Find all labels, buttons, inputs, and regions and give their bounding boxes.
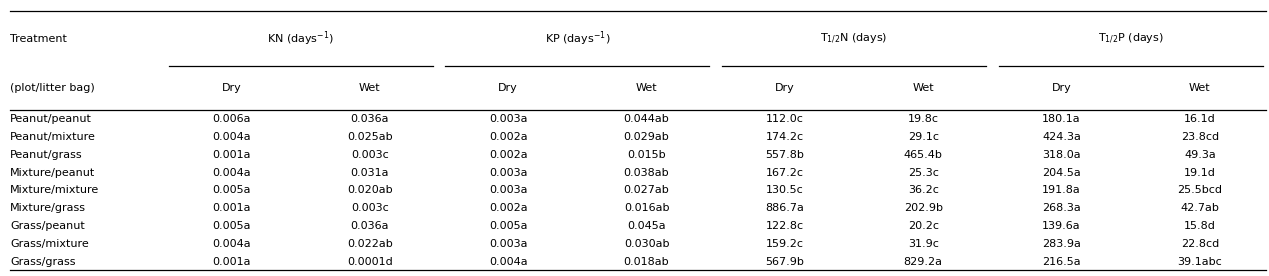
Text: 19.8c: 19.8c: [907, 114, 939, 124]
Text: Dry: Dry: [1052, 83, 1071, 93]
Text: 0.031a: 0.031a: [350, 168, 390, 178]
Text: Dry: Dry: [775, 83, 794, 93]
Text: 0.045a: 0.045a: [627, 221, 666, 231]
Text: 0.001a: 0.001a: [212, 150, 251, 160]
Text: T$_{1/2}$N (days): T$_{1/2}$N (days): [820, 31, 888, 46]
Text: 0.003a: 0.003a: [489, 185, 528, 195]
Text: 15.8d: 15.8d: [1184, 221, 1216, 231]
Text: 0.025ab: 0.025ab: [348, 132, 392, 142]
Text: 0.004a: 0.004a: [489, 257, 528, 267]
Text: 0.022ab: 0.022ab: [346, 239, 393, 249]
Text: 23.8cd: 23.8cd: [1180, 132, 1220, 142]
Text: 0.001a: 0.001a: [212, 257, 251, 267]
Text: KP (days$^{-1}$): KP (days$^{-1}$): [544, 29, 610, 48]
Text: 25.5bcd: 25.5bcd: [1178, 185, 1222, 195]
Text: 0.027ab: 0.027ab: [623, 185, 670, 195]
Text: Peanut/peanut: Peanut/peanut: [10, 114, 93, 124]
Text: 31.9c: 31.9c: [907, 239, 939, 249]
Text: 283.9a: 283.9a: [1042, 239, 1081, 249]
Text: 0.005a: 0.005a: [212, 221, 251, 231]
Text: 204.5a: 204.5a: [1042, 168, 1081, 178]
Text: Wet: Wet: [912, 83, 934, 93]
Text: 19.1d: 19.1d: [1184, 168, 1216, 178]
Text: 0.001a: 0.001a: [212, 203, 251, 213]
Text: 180.1a: 180.1a: [1042, 114, 1081, 124]
Text: 0.016ab: 0.016ab: [624, 203, 669, 213]
Text: Mixture/grass: Mixture/grass: [10, 203, 86, 213]
Text: Peanut/mixture: Peanut/mixture: [10, 132, 96, 142]
Text: 159.2c: 159.2c: [766, 239, 803, 249]
Text: 20.2c: 20.2c: [907, 221, 939, 231]
Text: 829.2a: 829.2a: [904, 257, 943, 267]
Text: 268.3a: 268.3a: [1042, 203, 1081, 213]
Text: Grass/grass: Grass/grass: [10, 257, 76, 267]
Text: Grass/peanut: Grass/peanut: [10, 221, 85, 231]
Text: 0.004a: 0.004a: [212, 239, 251, 249]
Text: Peanut/grass: Peanut/grass: [10, 150, 82, 160]
Text: 465.4b: 465.4b: [904, 150, 943, 160]
Text: 0.0001d: 0.0001d: [346, 257, 393, 267]
Text: 22.8cd: 22.8cd: [1180, 239, 1220, 249]
Text: 0.005a: 0.005a: [212, 185, 251, 195]
Text: 0.015b: 0.015b: [627, 150, 666, 160]
Text: 0.038ab: 0.038ab: [624, 168, 669, 178]
Text: T$_{1/2}$P (days): T$_{1/2}$P (days): [1098, 31, 1164, 46]
Text: 0.002a: 0.002a: [489, 203, 528, 213]
Text: 191.8a: 191.8a: [1042, 185, 1081, 195]
Text: 0.002a: 0.002a: [489, 132, 528, 142]
Text: 25.3c: 25.3c: [907, 168, 939, 178]
Text: 139.6a: 139.6a: [1042, 221, 1081, 231]
Text: 42.7ab: 42.7ab: [1180, 203, 1220, 213]
Text: 0.004a: 0.004a: [212, 168, 251, 178]
Text: 202.9b: 202.9b: [904, 203, 943, 213]
Text: 0.003c: 0.003c: [352, 150, 388, 160]
Text: 0.018ab: 0.018ab: [624, 257, 669, 267]
Text: Grass/mixture: Grass/mixture: [10, 239, 89, 249]
Text: 886.7a: 886.7a: [765, 203, 805, 213]
Text: 567.9b: 567.9b: [765, 257, 805, 267]
Text: Dry: Dry: [222, 83, 241, 93]
Text: 167.2c: 167.2c: [766, 168, 803, 178]
Text: 174.2c: 174.2c: [765, 132, 805, 142]
Text: 0.006a: 0.006a: [212, 114, 251, 124]
Text: Treatment: Treatment: [10, 34, 67, 44]
Text: 0.003a: 0.003a: [489, 168, 528, 178]
Text: 318.0a: 318.0a: [1042, 150, 1081, 160]
Text: Mixture/mixture: Mixture/mixture: [10, 185, 99, 195]
Text: 0.005a: 0.005a: [489, 221, 528, 231]
Text: 0.002a: 0.002a: [489, 150, 528, 160]
Text: 122.8c: 122.8c: [765, 221, 805, 231]
Text: Mixture/peanut: Mixture/peanut: [10, 168, 95, 178]
Text: 0.004a: 0.004a: [212, 132, 251, 142]
Text: KN (days$^{-1}$): KN (days$^{-1}$): [268, 29, 334, 48]
Text: 130.5c: 130.5c: [766, 185, 803, 195]
Text: 29.1c: 29.1c: [907, 132, 939, 142]
Text: 0.036a: 0.036a: [350, 114, 390, 124]
Text: 424.3a: 424.3a: [1042, 132, 1081, 142]
Text: 112.0c: 112.0c: [766, 114, 803, 124]
Text: Dry: Dry: [499, 83, 518, 93]
Text: 49.3a: 49.3a: [1184, 150, 1216, 160]
Text: 39.1abc: 39.1abc: [1178, 257, 1222, 267]
Text: 0.036a: 0.036a: [350, 221, 390, 231]
Text: (plot/litter bag): (plot/litter bag): [10, 83, 95, 93]
Text: 0.003a: 0.003a: [489, 114, 528, 124]
Text: 0.020ab: 0.020ab: [348, 185, 392, 195]
Text: 0.044ab: 0.044ab: [623, 114, 670, 124]
Text: Wet: Wet: [1189, 83, 1211, 93]
Text: 0.003c: 0.003c: [352, 203, 388, 213]
Text: 0.029ab: 0.029ab: [623, 132, 670, 142]
Text: 16.1d: 16.1d: [1184, 114, 1216, 124]
Text: Wet: Wet: [359, 83, 381, 93]
Text: 557.8b: 557.8b: [765, 150, 805, 160]
Text: 36.2c: 36.2c: [907, 185, 939, 195]
Text: 0.030ab: 0.030ab: [624, 239, 669, 249]
Text: 0.003a: 0.003a: [489, 239, 528, 249]
Text: 216.5a: 216.5a: [1042, 257, 1081, 267]
Text: Wet: Wet: [636, 83, 657, 93]
